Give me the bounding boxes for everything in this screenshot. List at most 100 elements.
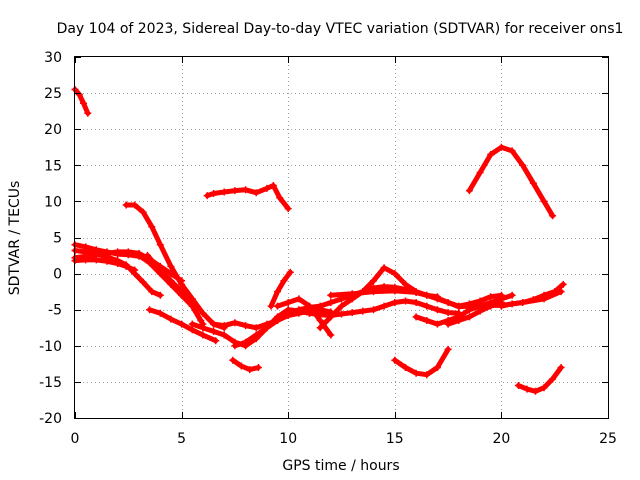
- data-point: [167, 315, 175, 323]
- y-tick-label: 20: [44, 122, 62, 138]
- data-point: [487, 151, 495, 158]
- data-point: [92, 256, 100, 264]
- data-point: [412, 369, 420, 377]
- data-point: [124, 248, 132, 256]
- data-point: [188, 302, 196, 310]
- data-point: [220, 188, 228, 196]
- data-point: [338, 302, 345, 310]
- data-point: [280, 277, 288, 285]
- data-point: [306, 302, 313, 310]
- data-point: [497, 143, 505, 151]
- data-point: [433, 294, 441, 302]
- data-point: [508, 300, 516, 308]
- data-point: [82, 248, 90, 256]
- series-arc-21: [412, 291, 516, 328]
- plot-frame: [74, 56, 609, 419]
- series-line: [268, 269, 293, 309]
- data-point: [252, 324, 260, 332]
- data-point: [412, 299, 420, 306]
- data-point: [156, 266, 164, 274]
- data-point: [433, 306, 441, 314]
- data-point: [144, 252, 151, 259]
- x-tick-label: 20: [492, 431, 510, 447]
- data-point: [444, 345, 452, 353]
- data-series: [71, 86, 567, 395]
- data-point: [148, 288, 156, 296]
- data-point: [540, 291, 548, 299]
- data-point: [252, 189, 260, 197]
- data-point: [433, 364, 441, 371]
- y-tick-label: -5: [48, 303, 62, 319]
- data-point: [423, 317, 431, 324]
- data-point: [286, 268, 294, 276]
- data-point: [549, 212, 557, 220]
- data-point: [391, 299, 399, 306]
- data-point: [465, 306, 473, 314]
- data-point: [306, 309, 313, 317]
- data-point: [412, 288, 420, 296]
- data-point: [532, 387, 539, 395]
- data-point: [263, 320, 271, 328]
- data-point: [402, 297, 409, 305]
- data-point: [212, 337, 220, 345]
- series-line: [466, 144, 556, 219]
- y-tick-label: 0: [53, 267, 62, 283]
- data-point: [380, 302, 388, 310]
- data-point: [242, 186, 250, 194]
- data-point: [242, 338, 250, 346]
- data-point: [529, 296, 537, 304]
- data-point: [412, 313, 420, 321]
- data-point: [316, 311, 324, 319]
- series-arc-10: [203, 182, 292, 213]
- data-point: [269, 182, 277, 189]
- data-point: [519, 299, 527, 306]
- data-point: [210, 327, 218, 335]
- data-point: [444, 309, 452, 317]
- data-point: [84, 109, 92, 117]
- y-tick-label: 10: [44, 194, 62, 210]
- x-tick-labels: 0 5 10 15 20 25: [71, 431, 617, 447]
- axis-ticks: [75, 57, 609, 419]
- data-point: [529, 179, 537, 187]
- data-point: [433, 320, 441, 328]
- data-point: [203, 192, 211, 200]
- data-point: [295, 307, 303, 315]
- series-arc-23: [465, 143, 557, 220]
- data-point: [519, 161, 527, 169]
- data-point: [455, 303, 463, 311]
- y-tick-label: 30: [44, 50, 62, 66]
- x-tick-label: 10: [279, 431, 297, 447]
- data-point: [267, 302, 275, 310]
- data-point: [327, 313, 335, 321]
- data-point: [210, 320, 218, 328]
- data-point: [423, 371, 431, 379]
- series-line: [72, 87, 91, 116]
- data-point: [348, 309, 356, 317]
- data-point: [252, 331, 260, 339]
- data-point: [231, 187, 239, 195]
- series-line: [328, 288, 564, 310]
- data-point: [199, 309, 207, 317]
- data-point: [274, 288, 281, 296]
- series-arc-6: [122, 201, 228, 332]
- series-line: [392, 346, 451, 378]
- data-point: [540, 197, 548, 205]
- series-line: [413, 292, 515, 327]
- y-tick-label: 5: [53, 231, 62, 247]
- series-arc-20: [391, 345, 452, 379]
- data-point: [523, 385, 531, 393]
- data-point: [515, 382, 522, 389]
- data-point: [75, 91, 83, 98]
- data-point: [231, 342, 239, 350]
- data-point: [139, 208, 147, 216]
- series-line: [145, 253, 206, 327]
- x-axis-label: GPS time / hours: [282, 458, 399, 474]
- data-point: [229, 356, 237, 364]
- data-point: [444, 320, 452, 328]
- data-point: [156, 291, 164, 299]
- data-point: [284, 299, 292, 306]
- data-point: [139, 278, 147, 286]
- data-point: [557, 364, 565, 371]
- data-point: [549, 375, 557, 383]
